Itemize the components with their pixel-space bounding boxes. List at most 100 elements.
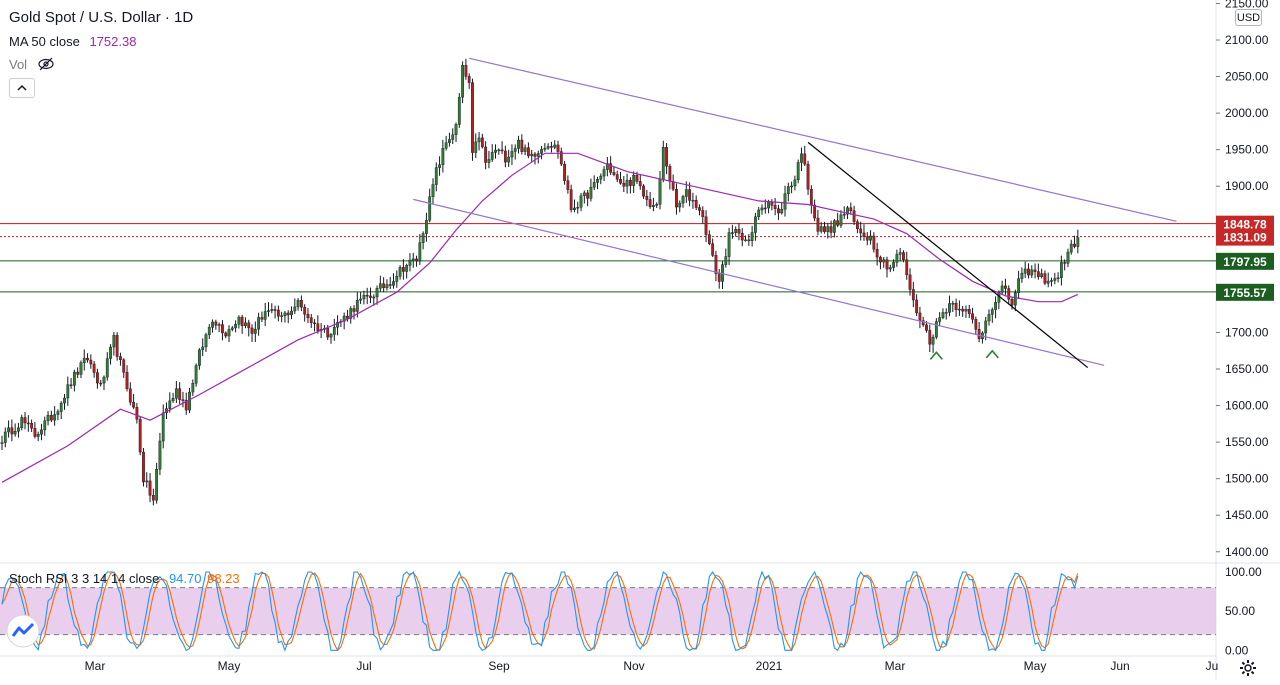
candle-body (79, 362, 83, 375)
candle-body (1004, 285, 1007, 289)
candle-body (332, 327, 336, 335)
candle-body (494, 149, 497, 153)
candle-body (865, 236, 869, 241)
candle-body (938, 317, 942, 322)
x-tick-label: Nov (623, 659, 644, 673)
ma-legend[interactable]: MA 50 close 1752.38 (9, 34, 136, 49)
candle-body (642, 185, 645, 197)
candle-body (214, 321, 218, 326)
candle-body (7, 427, 10, 433)
stoch-band (0, 587, 1216, 636)
eye-hidden-icon[interactable] (37, 57, 55, 71)
candle-body (270, 309, 274, 311)
candle-body (418, 242, 422, 262)
x-tick-label: Jun (1110, 659, 1129, 673)
candle-body (388, 284, 392, 286)
candle-body (520, 139, 524, 152)
candle-body (336, 322, 339, 328)
candle-body (892, 262, 895, 268)
candle-body (487, 159, 491, 163)
candle-body (362, 294, 366, 300)
candle-body (717, 273, 721, 282)
candle-body (734, 229, 738, 233)
candle-body (559, 151, 563, 165)
candle-body (3, 431, 7, 443)
candle-body (569, 189, 573, 210)
candle-body (174, 388, 178, 399)
candle-body (786, 186, 790, 194)
candle-body (813, 204, 817, 219)
candle-body (119, 356, 122, 360)
candle-body (576, 207, 580, 209)
candle-body (280, 315, 284, 317)
gear-icon[interactable] (1238, 658, 1258, 678)
candle-body (197, 349, 201, 366)
stoch-legend[interactable]: Stoch RSI 3 3 14 14 close 94.70 98.23 (9, 571, 240, 586)
candle-body (809, 189, 813, 206)
y-tick-label: 1650.00 (1225, 362, 1269, 376)
stoch-overbought-oversold-band (0, 587, 1216, 635)
candle-body (760, 207, 764, 211)
candle-body (905, 259, 909, 276)
candle-body (428, 196, 432, 221)
double-bottom-marker (929, 351, 943, 360)
candle-body (684, 189, 688, 197)
candle-body (826, 226, 830, 232)
candle-body (675, 189, 678, 208)
candle-body (145, 480, 149, 483)
candle-body (105, 358, 109, 378)
candle-body (306, 313, 310, 318)
candle-body (744, 239, 747, 242)
candle-body (237, 316, 241, 325)
candle-body (392, 281, 395, 286)
candle-body (49, 415, 53, 421)
candle-body (63, 397, 66, 404)
candle-body (122, 359, 126, 373)
candle-body (694, 199, 698, 208)
candle-body (36, 434, 40, 437)
candle-body (550, 146, 553, 148)
candle-body (313, 322, 316, 325)
candle-body (273, 309, 277, 311)
candle-body (1046, 280, 1050, 284)
candle-body (56, 411, 60, 415)
candle-body (510, 151, 514, 158)
candle-body (86, 357, 89, 361)
vol-legend[interactable]: Vol (9, 57, 55, 72)
candle-body (267, 310, 270, 312)
tradingview-logo-icon[interactable] (6, 614, 40, 648)
candle-body (582, 192, 586, 197)
candle-body (59, 402, 63, 412)
candle-body (1040, 273, 1044, 277)
candle-body (92, 363, 96, 373)
candle-body (181, 399, 185, 401)
candle-body (925, 324, 928, 331)
y-tick-label: 1900.00 (1225, 179, 1269, 193)
candle-body (596, 179, 599, 183)
ma-label: MA 50 close (9, 34, 80, 49)
candle-body (109, 346, 112, 359)
candle-body (586, 192, 590, 199)
candle-body (471, 82, 474, 153)
candle-body (1056, 277, 1060, 279)
currency-badge[interactable]: USD (1235, 9, 1262, 26)
x-tick-label: May (1024, 659, 1047, 673)
candle-body (836, 220, 840, 226)
candle-body (533, 153, 537, 157)
candle-body (497, 149, 501, 152)
y-tick-label: 1400.00 (1225, 545, 1269, 559)
candle-body (1050, 280, 1053, 282)
candle-body (556, 144, 560, 152)
candle-body (503, 150, 507, 163)
candle-body (691, 199, 695, 202)
vol-label: Vol (9, 57, 28, 72)
price-label-box (1216, 283, 1274, 301)
candle-body (385, 284, 389, 289)
candle-body (566, 180, 570, 190)
candle-body (46, 415, 50, 422)
candle-body (589, 186, 593, 199)
candle-body (276, 309, 280, 317)
collapse-legend-button[interactable] (9, 78, 35, 98)
candle-body (444, 142, 448, 149)
